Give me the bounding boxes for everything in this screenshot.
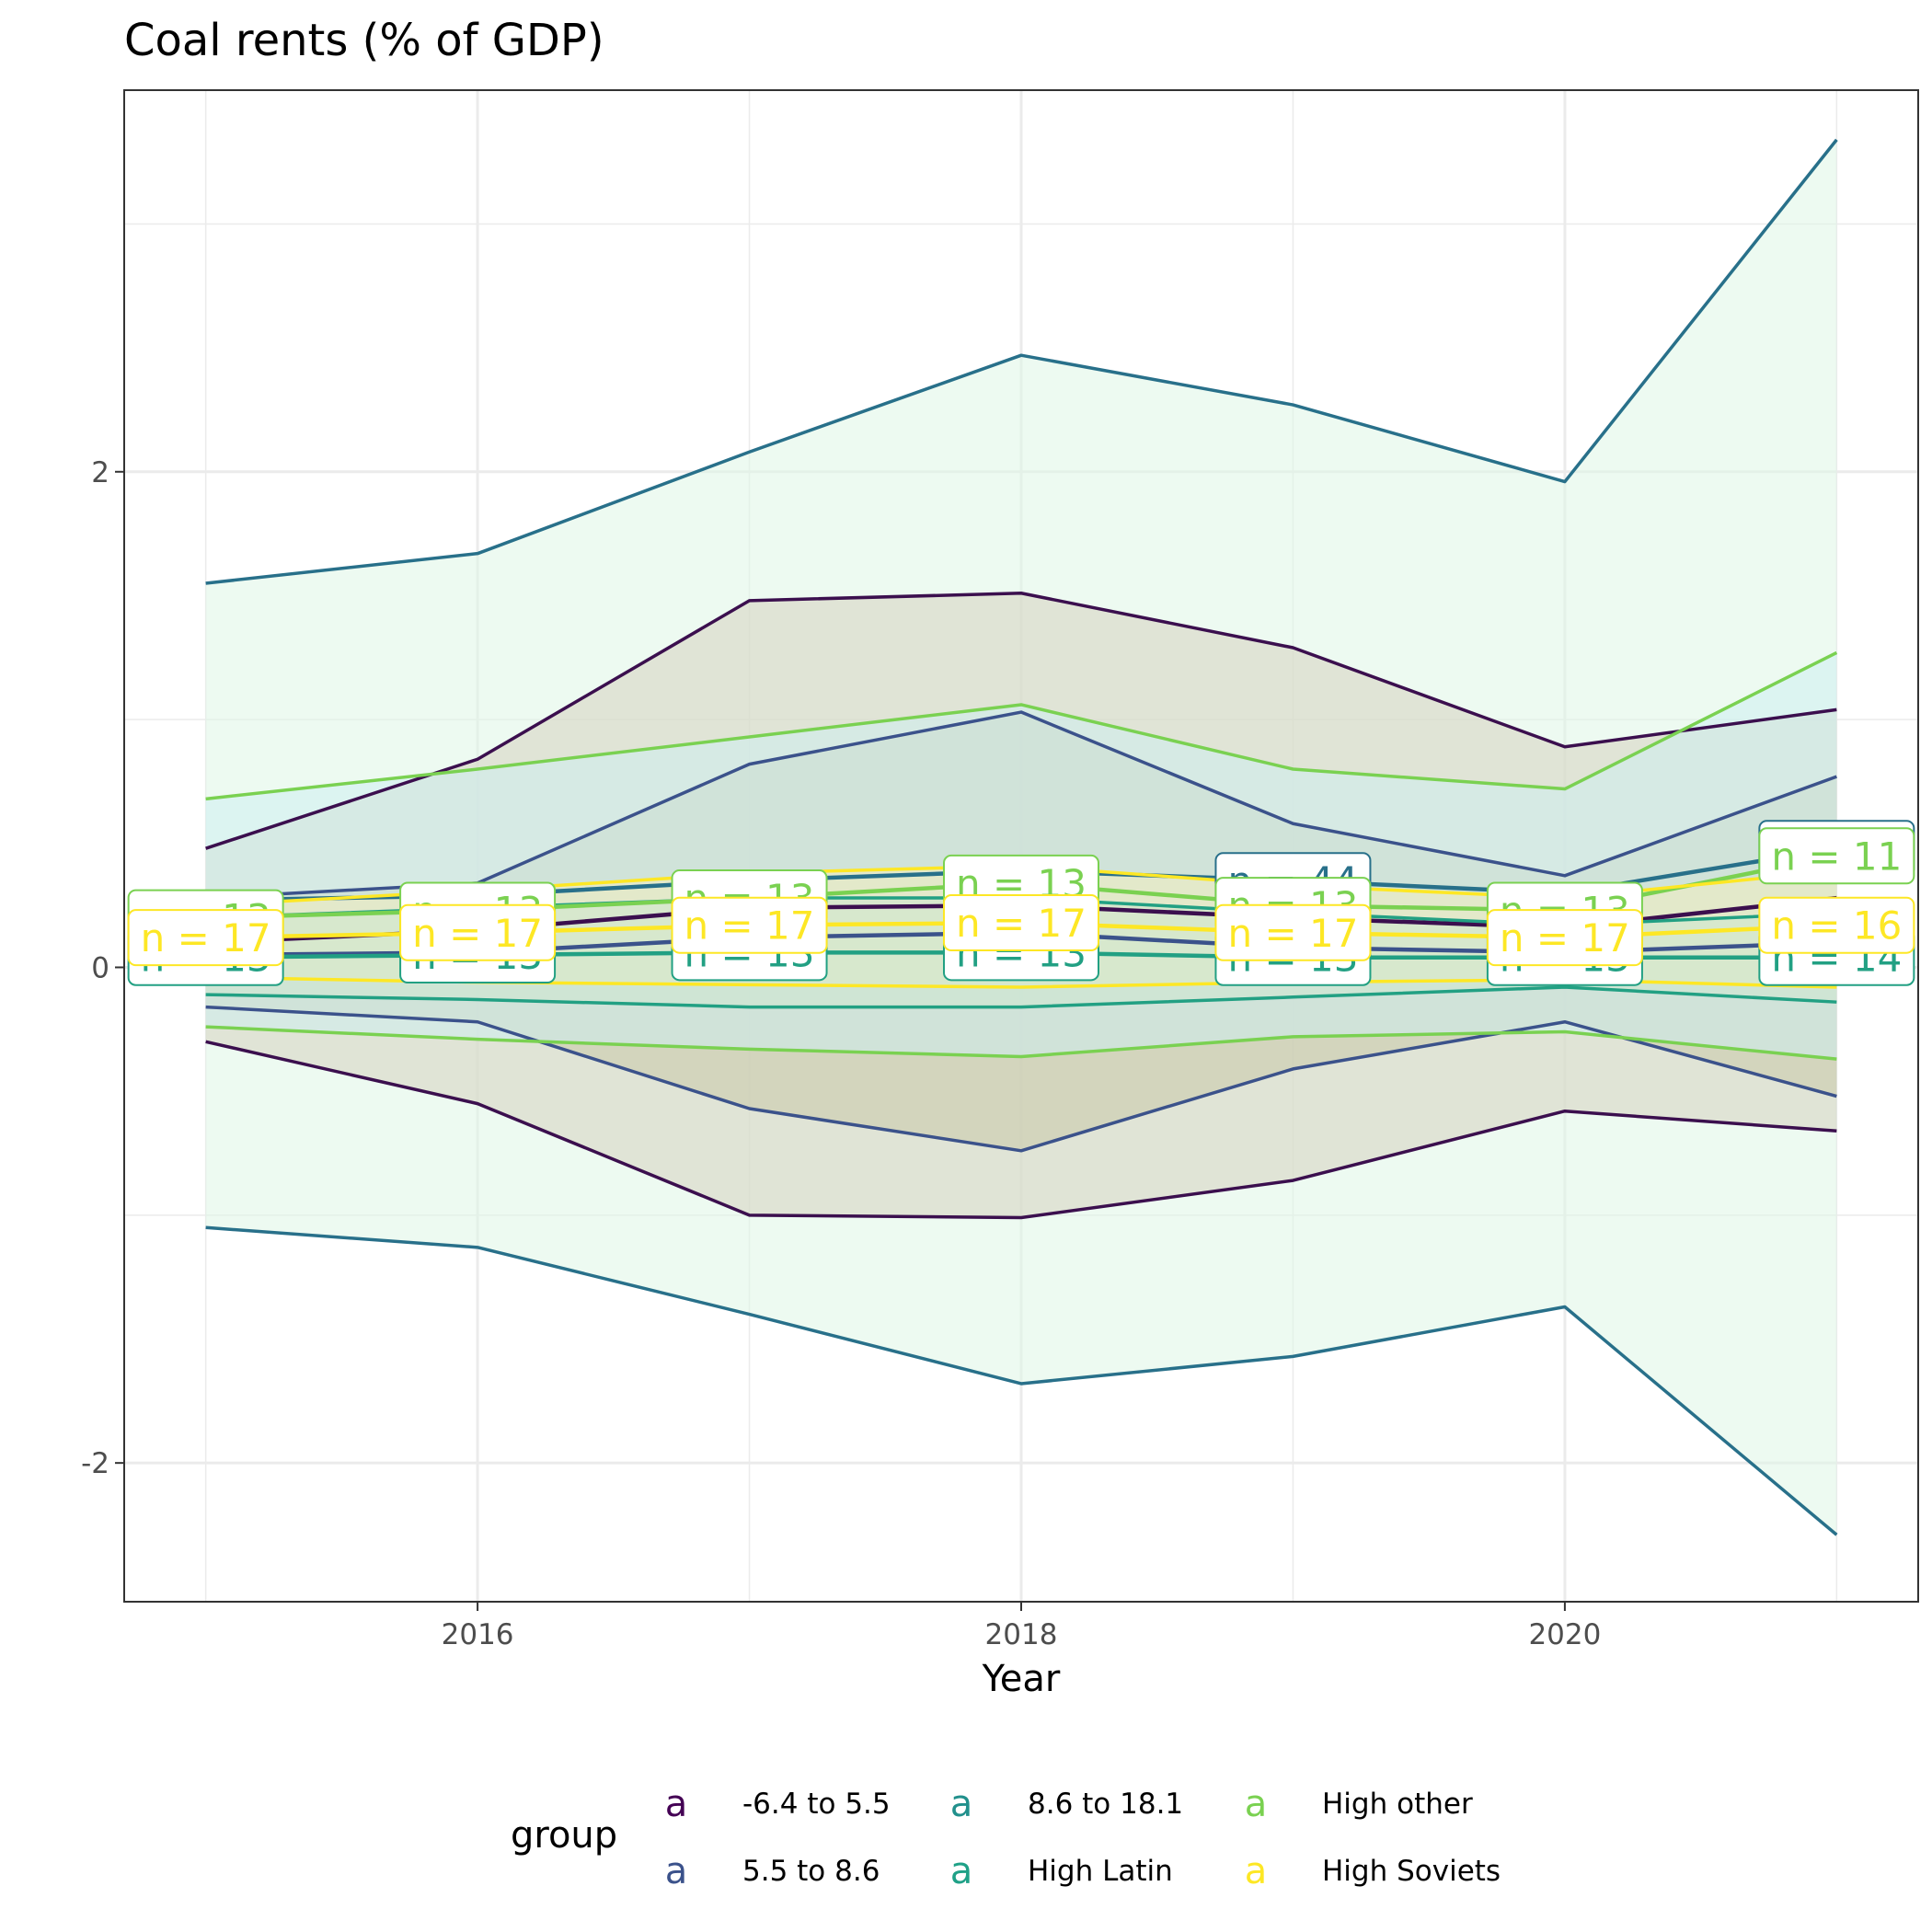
- y-tick-label: 0: [91, 951, 109, 984]
- count-label-box: [1758, 827, 1915, 885]
- count-label-high-soviets: n = 17: [399, 903, 557, 961]
- legend-label: High other: [1322, 1788, 1473, 1821]
- count-label-high-soviets: n = 17: [1214, 903, 1372, 961]
- series-lower-line--6-4-to-5-5: [205, 1040, 1837, 1220]
- legend-label: 5.5 to 8.6: [742, 1855, 880, 1888]
- count-label-text: n = 17: [956, 901, 1087, 946]
- legend-key-glyph: a: [665, 1850, 688, 1892]
- legend: group a -6.4 to 5.5 a 5.5 to 8.6 a 8.6 to 18.…: [511, 1783, 1501, 1892]
- series-lower-line-8-6-to-18-1: [205, 1225, 1838, 1536]
- legend-label: High Soviets: [1322, 1855, 1501, 1888]
- count-label-box: [1214, 903, 1372, 961]
- legend-item: a 5.5 to 8.6: [665, 1850, 880, 1892]
- count-label-box: [1758, 896, 1915, 954]
- count-label-text: n = 17: [412, 911, 543, 956]
- legend-label: 8.6 to 18.1: [1028, 1788, 1183, 1821]
- legend-item: a High other: [1245, 1783, 1473, 1825]
- count-label-text: n = 17: [141, 915, 271, 960]
- count-label-high-soviets: n = 17: [127, 909, 284, 967]
- count-label-high-soviets: n = 17: [671, 896, 828, 954]
- count-label-text: n = 16: [1771, 903, 1902, 949]
- chart-title: Coal rents (% of GDP): [124, 15, 604, 66]
- series-upper-line-8-6-to-18-1: [205, 138, 1838, 585]
- count-label-high-soviets: n = 16: [1758, 896, 1915, 954]
- axis-ticks: -2 0 2 2016 2018 2020: [81, 456, 1601, 1651]
- legend-label: -6.4 to 5.5: [742, 1788, 891, 1821]
- series-lower-line-high-latin: [205, 985, 1837, 1009]
- count-label-box: [943, 893, 1099, 951]
- count-label-box: [671, 896, 828, 954]
- count-label-high-soviets: n = 17: [943, 893, 1099, 951]
- series-lower-line-high-other: [205, 1025, 1837, 1061]
- legend-key-glyph: a: [665, 1783, 688, 1825]
- count-label-high-soviets: n = 17: [1486, 909, 1643, 967]
- count-labels: n = 44n = 37n = 13n = 13n = 13n = 13n = …: [127, 820, 1915, 986]
- legend-label: High Latin: [1028, 1855, 1173, 1888]
- legend-item: a 8.6 to 18.1: [950, 1783, 1183, 1825]
- y-tick-label: -2: [81, 1447, 109, 1480]
- x-axis-title: Year: [982, 1658, 1061, 1700]
- legend-key-glyph: a: [950, 1850, 973, 1892]
- count-label-high-other: n = 11: [1758, 827, 1915, 885]
- x-tick-label: 2018: [985, 1618, 1058, 1651]
- count-label-text: n = 17: [684, 903, 815, 949]
- count-label-text: n = 11: [1771, 834, 1902, 879]
- series-upper-line--6-4-to-5-5: [205, 592, 1837, 850]
- legend-key-glyph: a: [1245, 1850, 1268, 1892]
- series-upper-line-high-other: [205, 650, 1838, 801]
- legend-item: a High Latin: [950, 1850, 1173, 1892]
- legend-item: a -6.4 to 5.5: [665, 1783, 891, 1825]
- legend-key-glyph: a: [950, 1783, 973, 1825]
- x-tick-label: 2020: [1528, 1618, 1601, 1651]
- legend-title: group: [511, 1814, 617, 1857]
- count-label-box: [1486, 909, 1643, 967]
- count-label-box: [399, 903, 557, 961]
- legend-item: a High Soviets: [1245, 1850, 1501, 1892]
- legend-key-glyph: a: [1245, 1783, 1268, 1825]
- series-lower-line-5-5-to-8-6: [205, 1005, 1837, 1153]
- x-tick-label: 2016: [442, 1618, 514, 1651]
- count-label-text: n = 17: [1500, 915, 1630, 960]
- count-label-text: n = 17: [1227, 911, 1358, 956]
- count-label-box: [127, 909, 284, 967]
- y-tick-label: 2: [91, 456, 109, 489]
